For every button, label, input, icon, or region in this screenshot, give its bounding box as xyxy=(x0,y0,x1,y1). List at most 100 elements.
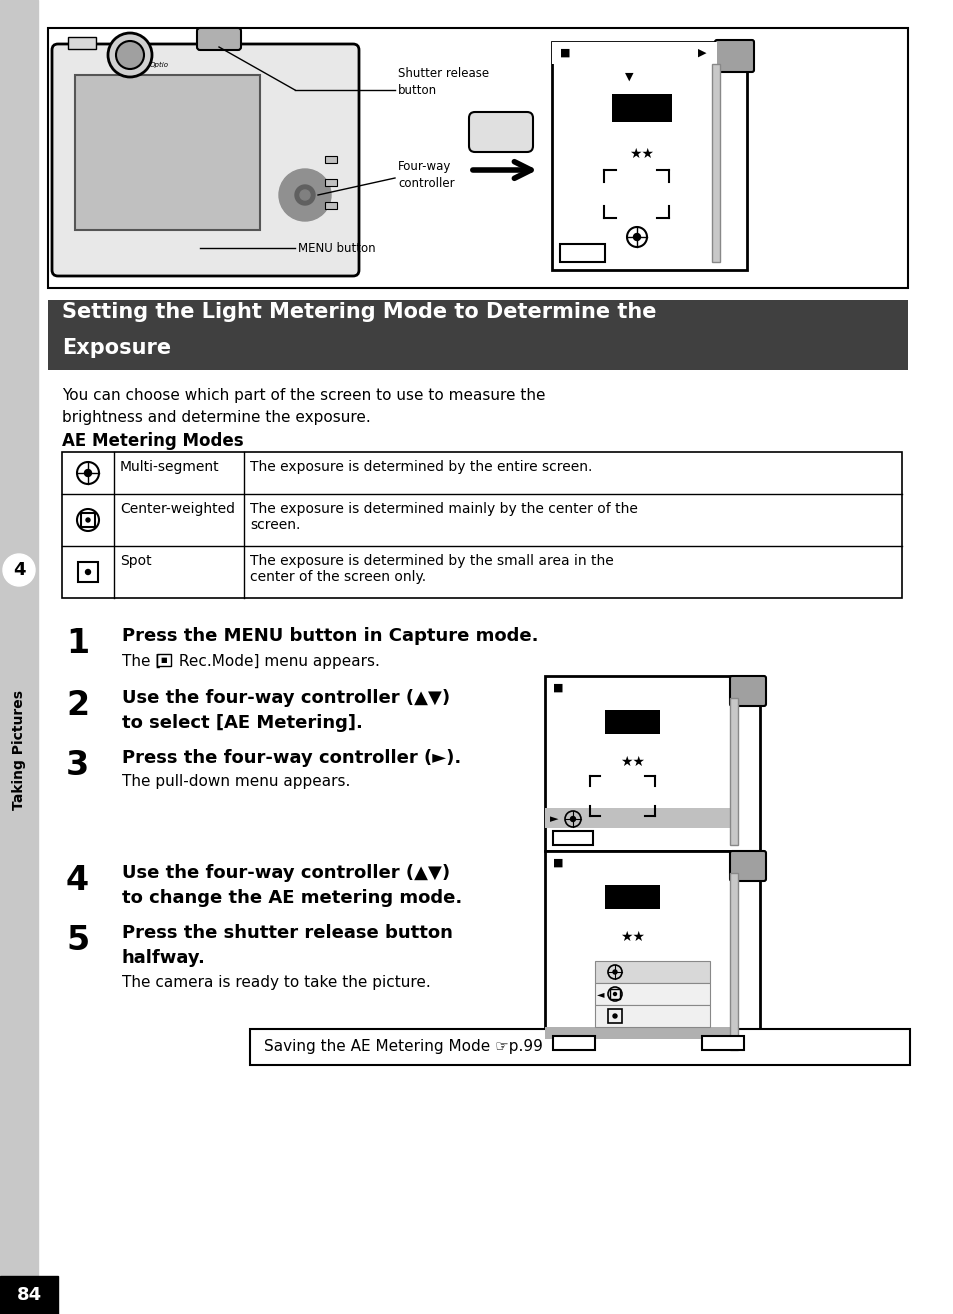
Bar xyxy=(554,43,713,268)
FancyBboxPatch shape xyxy=(196,28,241,50)
Bar xyxy=(729,872,738,1050)
Bar xyxy=(609,989,619,999)
Text: 84: 84 xyxy=(16,1286,42,1303)
Bar xyxy=(544,808,729,828)
Text: 3: 3 xyxy=(66,749,90,782)
Bar xyxy=(729,698,738,845)
Text: The exposure is determined by the small area in the: The exposure is determined by the small … xyxy=(250,555,613,568)
Text: Use the four-way controller (▲▼): Use the four-way controller (▲▼) xyxy=(122,865,450,882)
Text: Spot: Spot xyxy=(120,555,152,568)
Text: Setting the Light Metering Mode to Determine the: Setting the Light Metering Mode to Deter… xyxy=(62,302,656,322)
Bar xyxy=(0,0,38,1314)
Circle shape xyxy=(570,816,575,821)
Text: Saving the AE Metering Mode ☞p.99: Saving the AE Metering Mode ☞p.99 xyxy=(264,1039,542,1055)
Text: Press the shutter release button: Press the shutter release button xyxy=(122,924,453,942)
Circle shape xyxy=(116,41,144,70)
Text: ■: ■ xyxy=(160,657,167,664)
Text: 2: 2 xyxy=(66,689,89,721)
Text: ■: ■ xyxy=(553,858,563,869)
Bar xyxy=(711,64,720,261)
Bar xyxy=(604,710,659,735)
Circle shape xyxy=(613,1014,617,1018)
Text: brightness and determine the exposure.: brightness and determine the exposure. xyxy=(62,410,371,424)
Circle shape xyxy=(86,518,90,522)
FancyBboxPatch shape xyxy=(729,851,765,880)
Bar xyxy=(48,28,907,288)
Bar xyxy=(552,42,746,269)
Text: 4: 4 xyxy=(66,865,89,897)
Text: center of the screen only.: center of the screen only. xyxy=(250,570,426,583)
Text: The [: The [ xyxy=(122,654,161,669)
Text: halfway.: halfway. xyxy=(122,949,206,967)
Text: to select [AE Metering].: to select [AE Metering]. xyxy=(122,714,362,732)
Bar xyxy=(595,983,709,1005)
Bar xyxy=(553,1035,595,1050)
Text: ▶: ▶ xyxy=(697,49,705,58)
Text: Use the four-way controller (▲▼): Use the four-way controller (▲▼) xyxy=(122,689,450,707)
Bar xyxy=(604,886,659,909)
Bar xyxy=(701,1035,743,1050)
Bar xyxy=(553,830,593,845)
Text: Rec.Mode] menu appears.: Rec.Mode] menu appears. xyxy=(173,654,379,669)
Text: ★★: ★★ xyxy=(619,756,645,769)
FancyBboxPatch shape xyxy=(469,112,533,152)
FancyBboxPatch shape xyxy=(52,43,358,276)
Bar xyxy=(48,300,907,371)
Text: ▼: ▼ xyxy=(624,72,633,81)
Bar xyxy=(544,1028,729,1039)
Circle shape xyxy=(633,234,639,240)
Text: Optio: Optio xyxy=(150,62,169,68)
Text: 4: 4 xyxy=(12,561,25,579)
Circle shape xyxy=(86,569,91,574)
Text: AE Metering Modes: AE Metering Modes xyxy=(62,432,243,449)
Text: ■: ■ xyxy=(553,683,563,692)
Text: Taking Pictures: Taking Pictures xyxy=(12,690,26,809)
Text: The exposure is determined mainly by the center of the: The exposure is determined mainly by the… xyxy=(250,502,638,516)
Text: 5: 5 xyxy=(66,924,90,957)
Circle shape xyxy=(85,469,91,477)
Text: MENU button: MENU button xyxy=(297,242,375,255)
Text: 1: 1 xyxy=(66,627,89,660)
Bar xyxy=(325,179,336,187)
Text: The exposure is determined by the entire screen.: The exposure is determined by the entire… xyxy=(250,460,592,474)
Bar xyxy=(81,512,95,527)
Text: Multi-segment: Multi-segment xyxy=(120,460,219,474)
Bar xyxy=(552,42,717,64)
Bar xyxy=(559,244,604,261)
Text: Center-weighted: Center-weighted xyxy=(120,502,234,516)
Circle shape xyxy=(294,185,314,205)
Text: to change the AE metering mode.: to change the AE metering mode. xyxy=(122,890,462,907)
Bar xyxy=(157,654,171,666)
Bar xyxy=(75,75,260,230)
Bar xyxy=(595,1005,709,1028)
Circle shape xyxy=(108,33,152,78)
Bar xyxy=(325,202,336,209)
Text: The pull-down menu appears.: The pull-down menu appears. xyxy=(122,774,350,788)
Text: ◄: ◄ xyxy=(597,989,604,999)
Text: Shutter release
button: Shutter release button xyxy=(397,67,489,97)
Circle shape xyxy=(613,992,616,996)
Text: You can choose which part of the screen to use to measure the: You can choose which part of the screen … xyxy=(62,388,545,403)
Text: ★★: ★★ xyxy=(629,147,654,162)
Bar xyxy=(68,37,96,49)
FancyBboxPatch shape xyxy=(729,675,765,706)
Circle shape xyxy=(613,970,617,974)
Bar xyxy=(544,675,760,851)
Bar xyxy=(0,1276,58,1314)
Text: screen.: screen. xyxy=(250,518,300,532)
Circle shape xyxy=(299,191,310,200)
Bar xyxy=(595,961,709,983)
Text: ★★: ★★ xyxy=(619,930,645,943)
Bar xyxy=(325,156,336,163)
Bar xyxy=(250,1029,909,1066)
Bar xyxy=(62,452,901,598)
Text: Exposure: Exposure xyxy=(62,338,171,357)
Text: The camera is ready to take the picture.: The camera is ready to take the picture. xyxy=(122,975,431,989)
FancyBboxPatch shape xyxy=(714,39,753,72)
Bar xyxy=(612,95,671,122)
Text: Press the MENU button in Capture mode.: Press the MENU button in Capture mode. xyxy=(122,627,537,645)
Text: ■: ■ xyxy=(559,49,570,58)
Bar xyxy=(78,562,98,582)
Bar xyxy=(607,1009,621,1024)
Text: Four-way
controller: Four-way controller xyxy=(397,160,455,191)
